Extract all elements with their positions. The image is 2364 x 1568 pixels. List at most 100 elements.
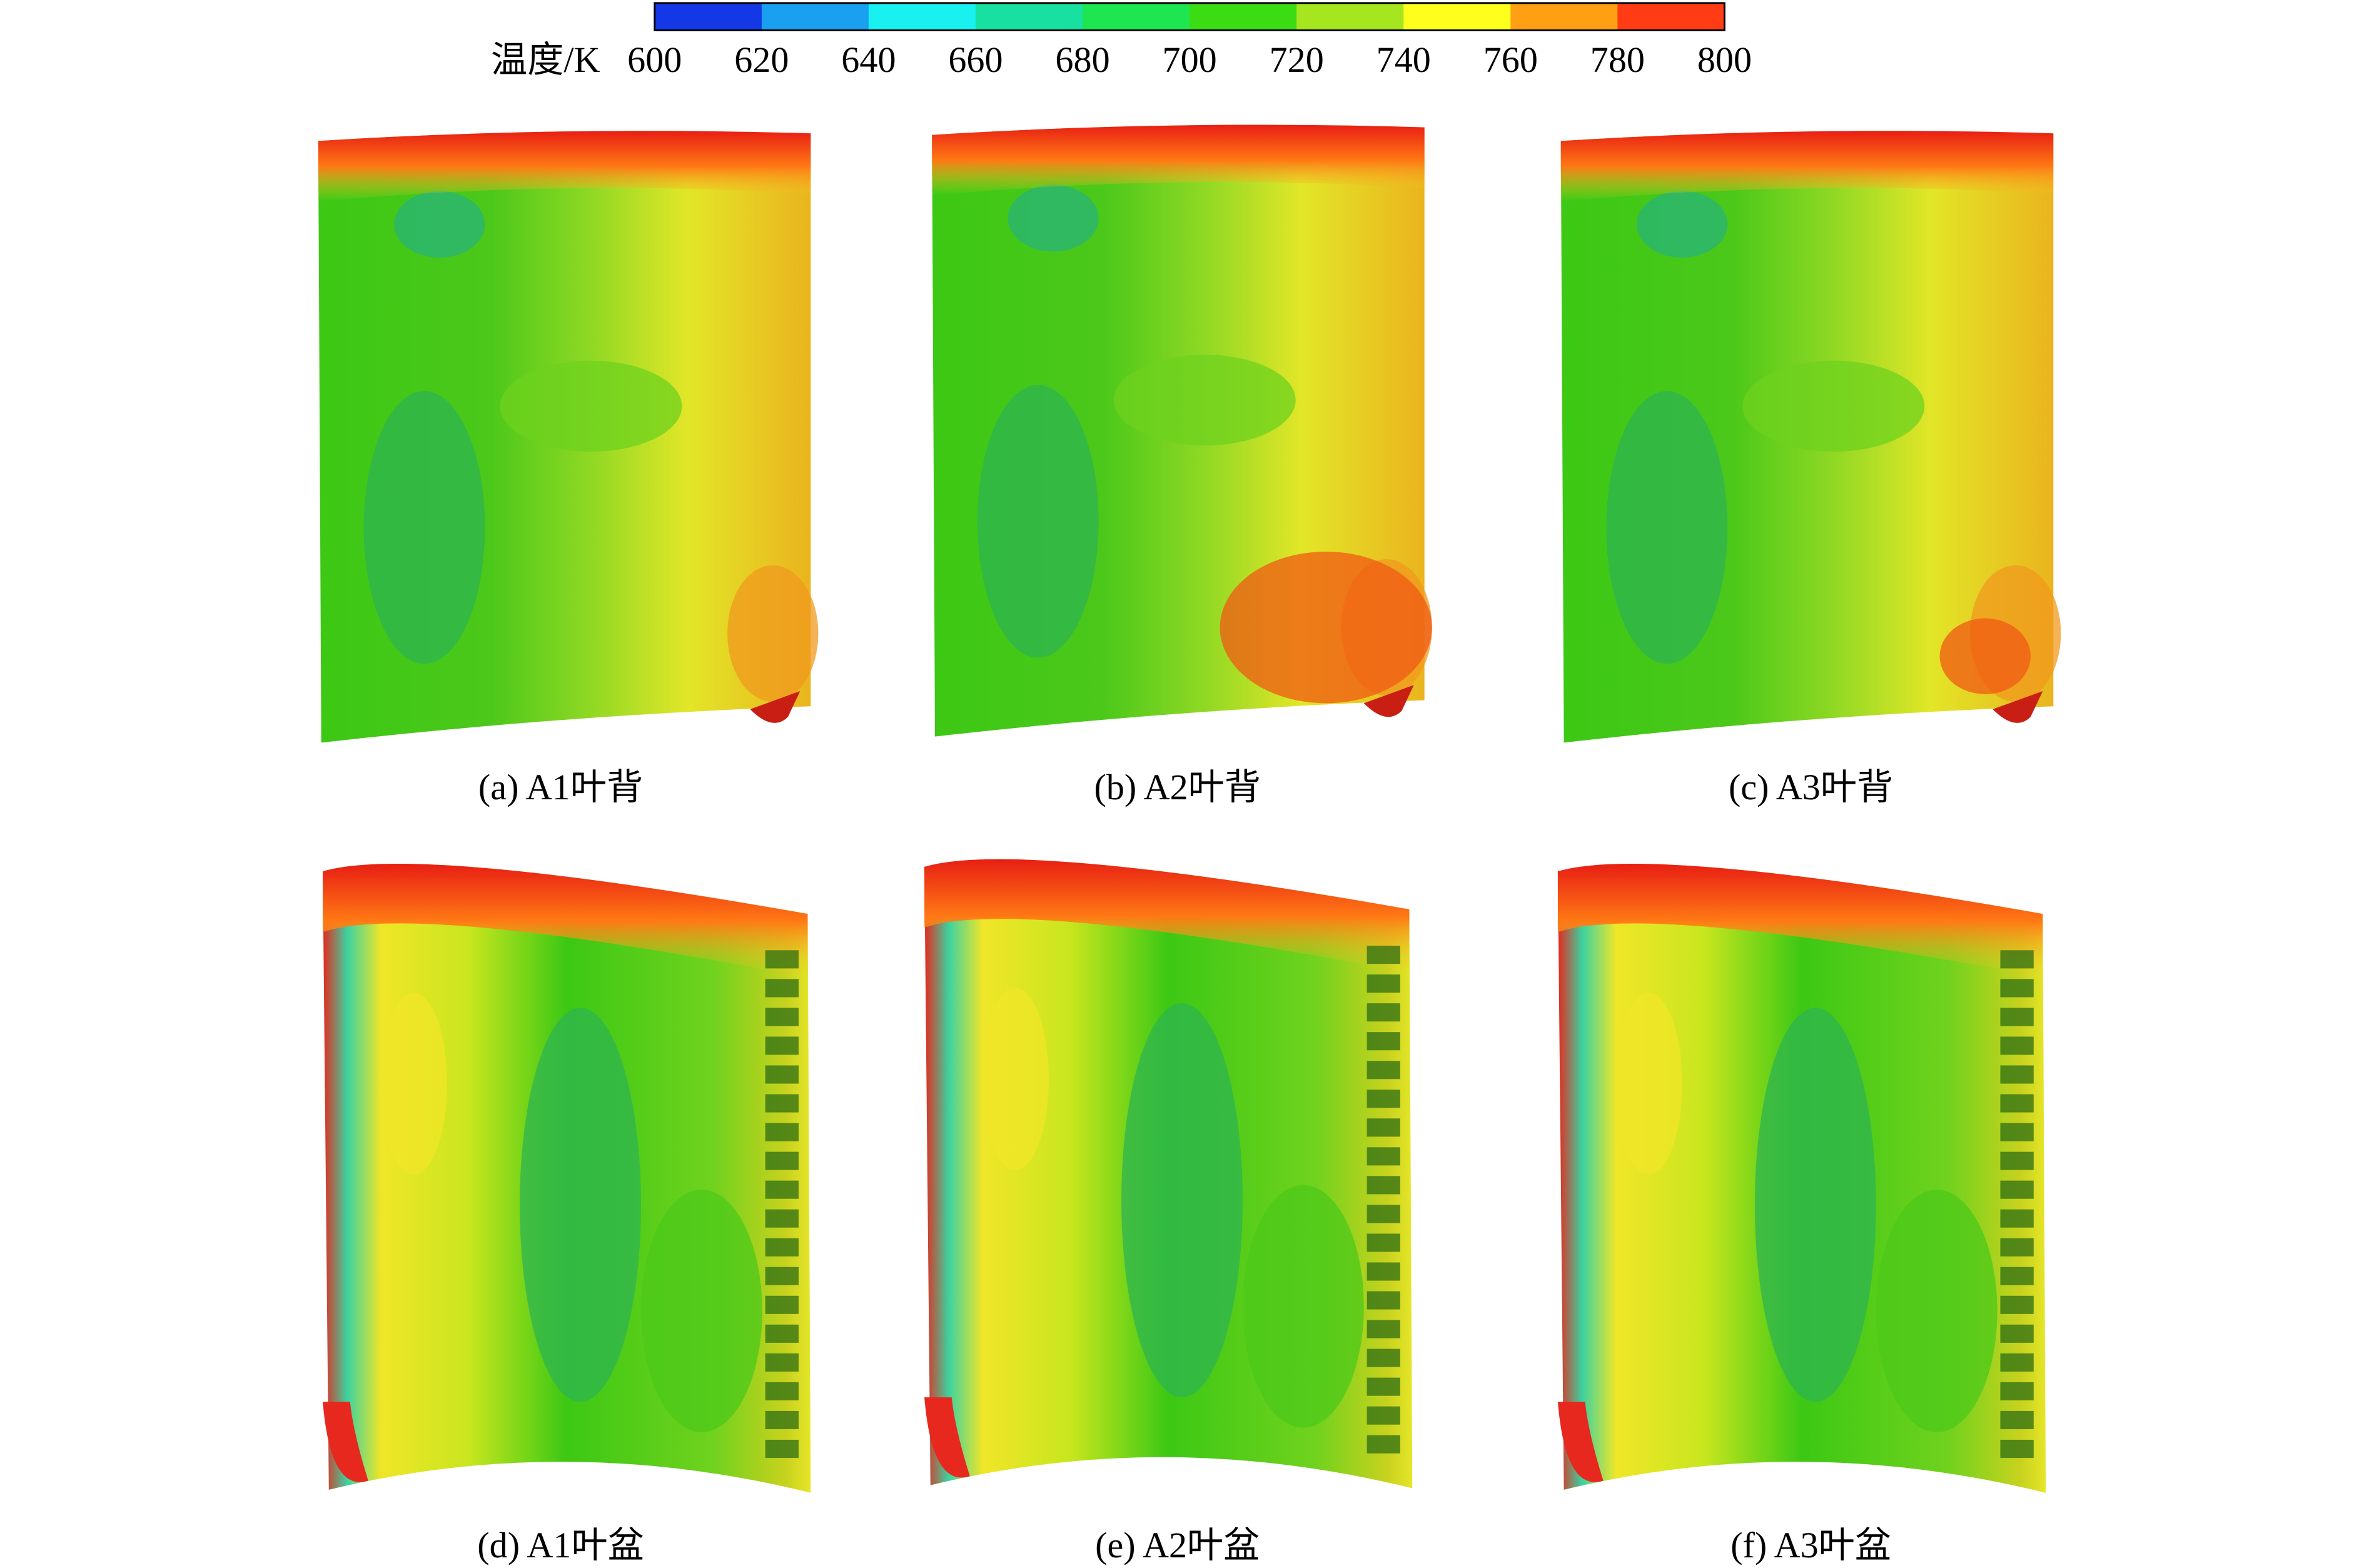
blade — [1560, 131, 2061, 743]
colorbar-segment — [1296, 3, 1405, 31]
temperature-region — [394, 191, 485, 258]
cooling-slot — [765, 1267, 799, 1285]
temperature-region — [727, 565, 819, 702]
cooling-slot — [2000, 950, 2034, 969]
cooling-slot — [1366, 1291, 1400, 1310]
colorbar-segment — [975, 3, 1084, 31]
cooling-slot — [765, 950, 799, 969]
cooling-slot — [765, 1209, 799, 1228]
colorbar-tick-label: 700 — [1163, 39, 1217, 80]
cooling-slot — [2000, 1238, 2034, 1257]
trailing-tip — [750, 690, 801, 723]
temperature-region — [1876, 1190, 1998, 1432]
hot-tip-band — [932, 124, 1425, 196]
cooling-slot — [765, 1324, 799, 1343]
blade — [1557, 864, 2046, 1493]
cooling-slot — [765, 1094, 799, 1113]
colorbar-tick-label: 600 — [627, 39, 682, 80]
blade — [924, 859, 1413, 1489]
cooling-slot — [765, 1008, 799, 1026]
cooling-slot — [1366, 1406, 1400, 1425]
colorbar-segment — [1510, 3, 1619, 31]
hot-tip-band — [318, 131, 811, 202]
leading-edge — [1557, 1402, 1604, 1482]
temperature-region — [380, 993, 447, 1175]
cooling-slot — [1366, 1262, 1400, 1281]
blade — [932, 124, 1432, 737]
temperature-region — [982, 988, 1049, 1170]
colorbar-segment — [654, 3, 763, 31]
colorbar-segment — [761, 3, 870, 31]
cooling-slot — [2000, 1180, 2034, 1199]
cooling-slot — [2000, 1094, 2034, 1113]
temperature-region — [1008, 185, 1099, 252]
cooling-slot — [2000, 1065, 2034, 1084]
cooling-slot — [1366, 974, 1400, 993]
panel-caption: (e) A2叶盆 — [1095, 1525, 1260, 1565]
hot-tip-band — [1557, 864, 2043, 978]
cooling-slot — [1366, 1032, 1400, 1051]
cooling-slot — [765, 1382, 799, 1400]
cooling-slot — [1366, 1147, 1400, 1166]
blade — [318, 131, 819, 743]
cooling-slot — [765, 1295, 799, 1314]
cooling-slot — [2000, 1123, 2034, 1141]
cooling-slot — [2000, 1036, 2034, 1055]
colorbar-tick-label: 660 — [948, 39, 1003, 80]
colorbar-tick-label: 620 — [734, 39, 789, 80]
panel-caption: (d) A1叶盆 — [477, 1525, 644, 1565]
temperature-region — [1939, 618, 2031, 694]
cooling-slot — [765, 1036, 799, 1055]
cooling-slot — [2000, 1439, 2034, 1459]
colorbar-tick-label: 720 — [1270, 39, 1324, 80]
temperature-region — [1121, 1003, 1243, 1398]
colorbar-label: 温度/K — [491, 39, 600, 80]
cooling-slot — [2000, 1295, 2034, 1314]
panel-caption: (c) A3叶背 — [1729, 767, 1893, 807]
colorbar-tick-label: 780 — [1590, 39, 1645, 80]
panel-caption: (b) A2叶背 — [1094, 767, 1260, 807]
cooling-slot — [765, 1410, 799, 1430]
cooling-slot — [765, 1180, 799, 1199]
cooling-slot — [2000, 979, 2034, 998]
colorbar-segment — [1190, 3, 1298, 31]
colorbar-frame — [654, 2, 1725, 31]
cooling-slot — [1366, 1233, 1400, 1252]
cooling-slot — [1366, 1061, 1400, 1080]
hot-tip-band — [924, 859, 1410, 973]
temperature-region — [363, 391, 485, 664]
cooling-slot — [1366, 1435, 1400, 1454]
temperature-region — [977, 385, 1099, 658]
temperature-region — [1242, 1185, 1364, 1428]
hot-tip-band — [1560, 131, 2054, 202]
hot-tip-band — [323, 864, 808, 978]
colorbar-segment — [868, 3, 977, 31]
temperature-region — [1220, 552, 1432, 704]
colorbar-tick-label: 740 — [1376, 39, 1431, 80]
cooling-slot — [765, 1353, 799, 1372]
temperature-region — [1606, 391, 1728, 664]
colorbar-tick-label: 760 — [1483, 39, 1538, 80]
panel-caption: (a) A1叶背 — [478, 767, 643, 807]
colorbar-segment — [1403, 3, 1512, 31]
temperature-region — [500, 360, 682, 452]
cooling-slot — [2000, 1382, 2034, 1400]
cooling-slot — [2000, 1267, 2034, 1285]
cooling-slot — [765, 1151, 799, 1170]
cooling-slot — [1366, 1090, 1400, 1108]
temperature-region — [1636, 191, 1728, 258]
trailing-tip — [1993, 690, 2043, 723]
cooling-slot — [765, 1238, 799, 1257]
cooling-slot — [765, 1065, 799, 1084]
leading-edge — [924, 1397, 970, 1478]
cooling-slot — [765, 1123, 799, 1141]
trailing-tip — [1363, 685, 1414, 717]
panel-caption: (f) A3叶盆 — [1730, 1525, 1891, 1565]
temperature-region — [1754, 1008, 1876, 1402]
temperature-region — [1615, 993, 1682, 1175]
cooling-slot — [1366, 1176, 1400, 1195]
colorbar-tick-label: 680 — [1055, 39, 1109, 80]
cooling-slot — [1366, 1348, 1400, 1367]
temperature-region — [1742, 360, 1925, 452]
